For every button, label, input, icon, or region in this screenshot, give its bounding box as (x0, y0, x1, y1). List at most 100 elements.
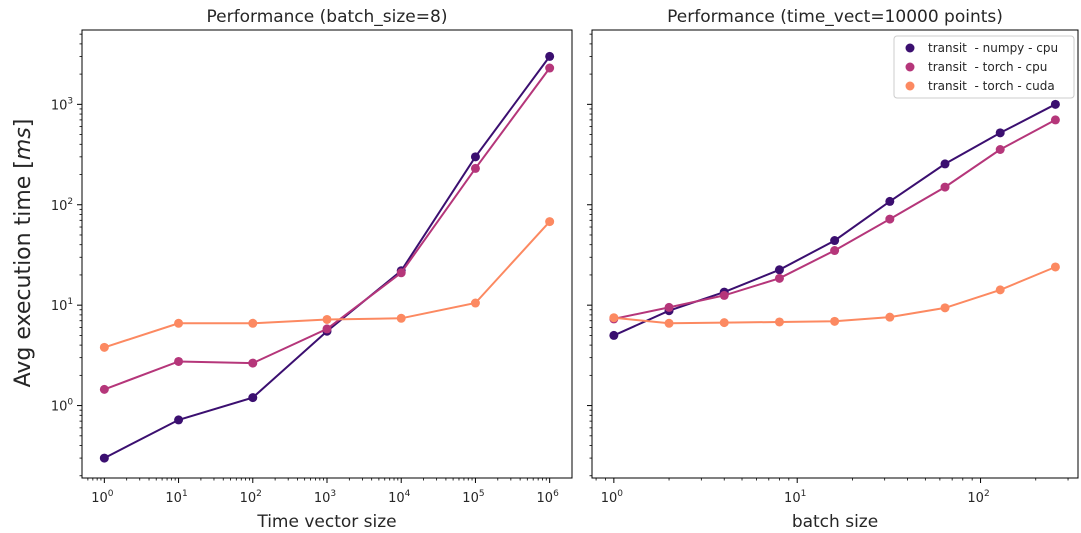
right-data-point-1 (830, 246, 840, 256)
legend-marker-2 (905, 81, 915, 91)
left-x-tick-label-exp: 4 (405, 489, 411, 499)
left-x-tick-label-exp: 0 (108, 489, 114, 499)
right-data-point-0 (1050, 99, 1060, 109)
right-data-point-2 (664, 318, 674, 328)
left-data-point-1 (99, 384, 109, 394)
left-chart-title: Performance (batch_size=8) (207, 7, 448, 27)
right-x-tick-label-exp: 0 (617, 489, 623, 499)
left-x-tick-label: 102 (240, 489, 262, 506)
right-chart-title: Performance (time_vect=10000 points) (667, 7, 1003, 27)
left-x-tick-label: 100 (91, 489, 114, 506)
right-axes-frame (591, 29, 1079, 479)
left-x-tick-label-base: 10 (240, 491, 257, 506)
right-data-point-2 (830, 316, 840, 326)
left-data-point-1 (396, 268, 406, 278)
right-data-point-2 (774, 317, 784, 327)
right-data-point-0 (885, 196, 895, 206)
right-data-point-2 (719, 318, 729, 328)
right-data-point-1 (664, 302, 674, 312)
right-x-tick-label-exp: 2 (984, 489, 990, 499)
left-x-tick-label-base: 10 (165, 491, 182, 506)
left-data-point-1 (174, 356, 184, 366)
left-x-tick-label-base: 10 (388, 491, 405, 506)
y-axis-label-text: Avg execution time [ (11, 160, 36, 387)
legend: transit - numpy - cpu transit - torch - c… (893, 35, 1075, 99)
left-data-point-1 (470, 163, 480, 173)
legend-marker-0 (905, 43, 915, 53)
left-y-tick-label: 100 (51, 398, 74, 415)
right-x-tick-label: 102 (967, 489, 989, 506)
left-series-line-1 (103, 67, 551, 391)
right-x-tick-label-base: 10 (601, 491, 618, 506)
right-data-point-1 (1050, 115, 1060, 125)
right-x-tick-label: 100 (601, 489, 624, 506)
right-data-point-2 (995, 285, 1005, 295)
left-x-tick-label-exp: 6 (553, 489, 559, 499)
left-data-point-0 (470, 152, 480, 162)
left-data-point-1 (248, 358, 258, 368)
legend-label-1: transit - torch - cpu (928, 60, 1047, 74)
right-data-point-0 (995, 128, 1005, 138)
left-y-tick-label-base: 10 (51, 98, 68, 113)
left-x-tick-label-exp: 1 (182, 489, 188, 499)
right-data-point-2 (1050, 262, 1060, 272)
right-data-point-0 (609, 330, 619, 340)
left-data-point-2 (322, 314, 332, 324)
left-x-axis-label: Time vector size (256, 512, 396, 532)
left-y-tick-label-base: 10 (51, 199, 68, 214)
left-data-point-2 (174, 318, 184, 328)
y-axis-label: Avg execution time [ms] (11, 119, 36, 388)
right-data-point-0 (774, 265, 784, 275)
right-x-tick-label-exp: 1 (801, 489, 807, 499)
right-plot: Performance (time_vect=10000 points) batc… (587, 7, 1079, 532)
left-x-tick-label-exp: 5 (479, 489, 485, 499)
left-y-tick-label-base: 10 (51, 299, 68, 314)
left-x-tick-label-base: 10 (91, 491, 108, 506)
left-x-tick-label: 103 (314, 489, 336, 506)
left-data-point-1 (545, 63, 555, 73)
left-x-tick-label-base: 10 (537, 491, 554, 506)
left-x-tick-label: 101 (165, 489, 187, 506)
left-y-tick-label-base: 10 (51, 400, 68, 415)
left-x-tick-label-base: 10 (314, 491, 331, 506)
right-data-point-1 (885, 214, 895, 224)
right-data-point-1 (774, 273, 784, 283)
left-data-point-0 (545, 51, 555, 61)
left-x-tick-label-exp: 3 (330, 489, 336, 499)
left-y-tick-label-exp: 0 (67, 398, 73, 408)
right-x-tick-label-base: 10 (784, 491, 801, 506)
left-data-point-2 (470, 298, 480, 308)
left-x-tick-label-base: 10 (462, 491, 479, 506)
right-data-point-1 (940, 182, 950, 192)
left-data-point-0 (174, 415, 184, 425)
right-x-tick-label: 101 (784, 489, 806, 506)
right-data-point-2 (885, 312, 895, 322)
left-series-line-0 (103, 55, 551, 459)
left-data-point-0 (248, 393, 258, 403)
right-series-line-0 (613, 103, 1056, 337)
left-plot: Performance (batch_size=8) Time vector si… (51, 7, 573, 532)
left-x-tick-label-exp: 2 (256, 489, 262, 499)
legend-label-0: transit - numpy - cpu (928, 41, 1058, 55)
legend-box (893, 35, 1075, 99)
left-y-tick-label: 103 (51, 96, 73, 113)
right-data-point-1 (995, 145, 1005, 155)
left-x-tick-label: 105 (462, 489, 484, 506)
left-y-tick-label-exp: 1 (67, 297, 73, 307)
left-axes-frame (81, 29, 573, 479)
right-data-point-1 (719, 290, 729, 300)
left-y-tick-label-exp: 3 (67, 96, 73, 106)
left-data-point-1 (322, 324, 332, 334)
right-data-point-0 (830, 236, 840, 246)
left-data-point-0 (99, 453, 109, 463)
right-data-point-0 (940, 159, 950, 169)
left-data-point-2 (545, 217, 555, 227)
right-series-line-1 (613, 119, 1056, 320)
left-x-tick-label: 104 (388, 489, 411, 506)
left-y-tick-label: 102 (51, 197, 73, 214)
right-data-point-2 (609, 313, 619, 323)
left-x-tick-label: 106 (537, 489, 560, 506)
left-data-point-2 (396, 313, 406, 323)
legend-label-2: transit - torch - cuda (928, 79, 1055, 93)
